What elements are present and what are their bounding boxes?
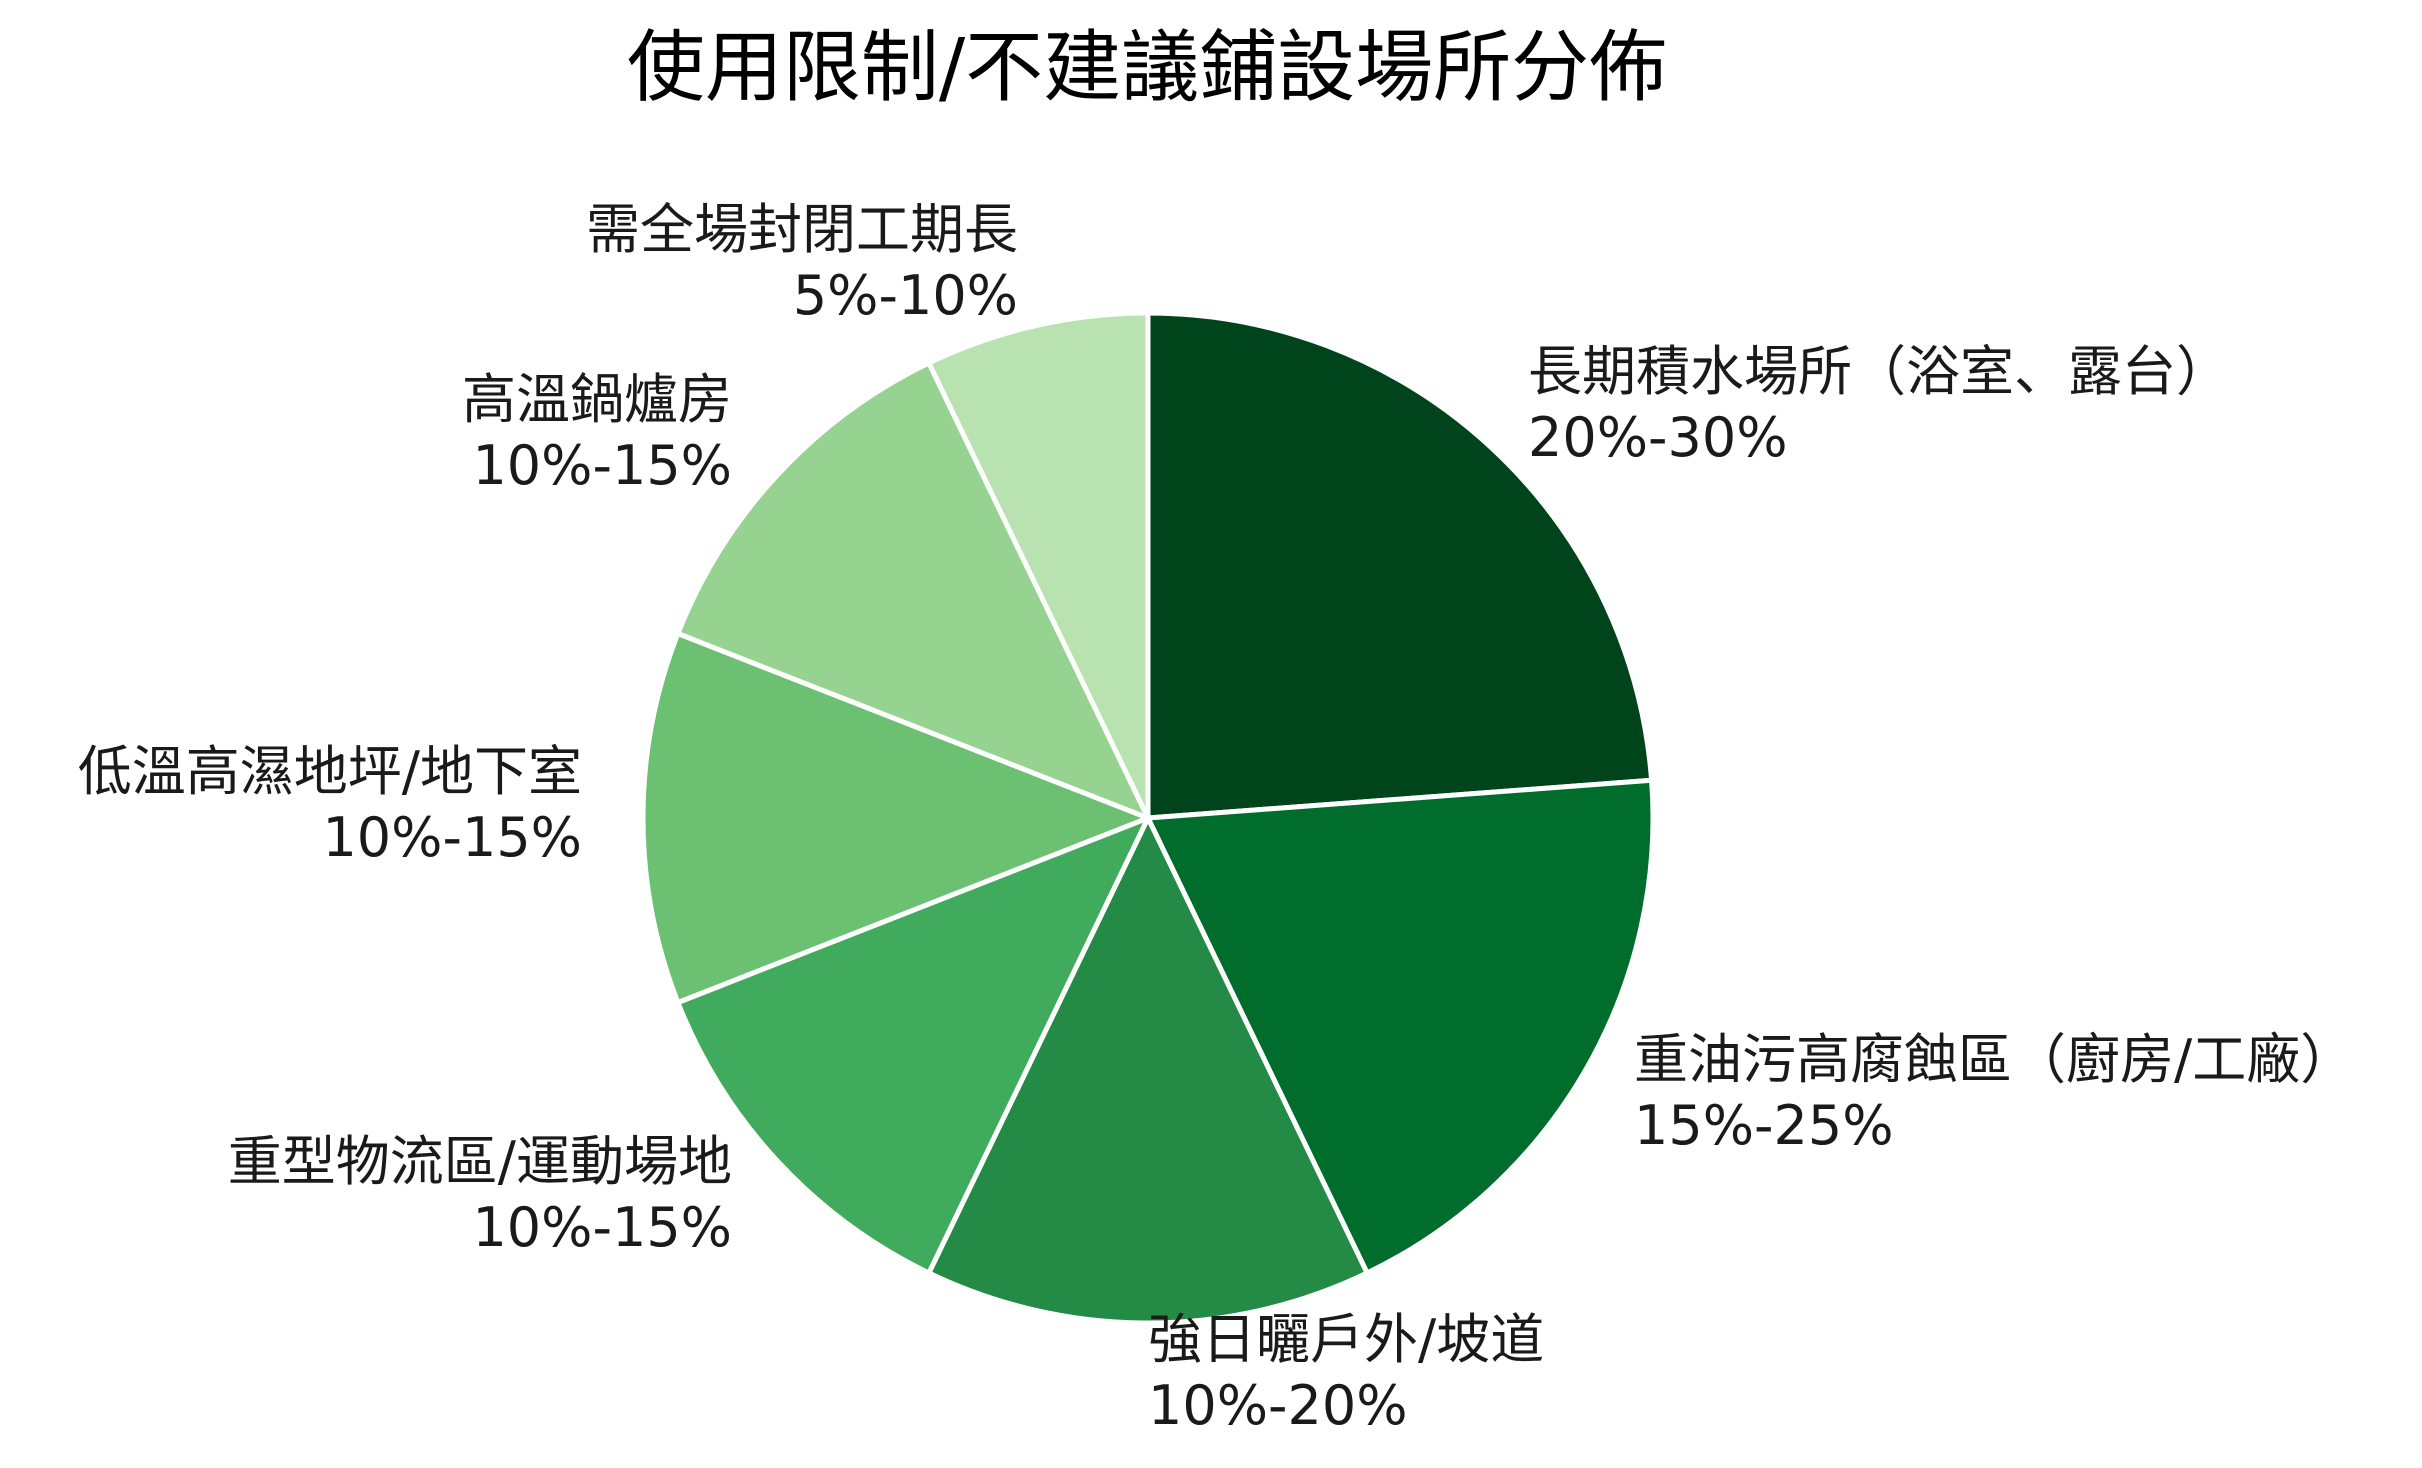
pie-slice-4 (675, 815, 1151, 1276)
slice-label-7: 需全場封閉工期長 (586, 198, 1018, 261)
slice-range-7: 5%-10% (793, 264, 1018, 327)
chart-title: 使用限制/不建議鋪設場所分佈 (627, 23, 1667, 113)
slice-label-5: 低溫高濕地坪/地下室 (78, 740, 582, 803)
pie-slice-3 (926, 815, 1370, 1326)
pie-slice-1 (1145, 310, 1655, 821)
pie-slice-2 (1145, 777, 1656, 1276)
pie-slice-7 (926, 310, 1151, 821)
pie-slices (640, 310, 1656, 1326)
slice-range-1: 20%-30% (1528, 406, 1788, 469)
pie-slice-6 (675, 360, 1151, 821)
slice-label-4: 重型物流區/運動場地 (228, 1130, 732, 1193)
slice-label-3: 強日曬戶外/坡道 (1148, 1308, 1544, 1371)
slice-label-6: 高溫鍋爐房 (462, 368, 732, 431)
slice-labels: 長期積水場所（浴室、露台）20%-30% 重油污高腐蝕區（廚房/工廠）15%-25… (78, 198, 2354, 1437)
slice-label-1: 長期積水場所（浴室、露台） (1528, 340, 2230, 403)
slice-range-4: 10%-15% (472, 1196, 732, 1259)
slice-label-2: 重油污高腐蝕區（廚房/工廠） (1634, 1028, 2354, 1091)
pie-slice-5 (640, 631, 1151, 1005)
slice-range-5: 10%-15% (322, 806, 582, 869)
slice-range-6: 10%-15% (472, 434, 732, 497)
slice-range-3: 10%-20% (1148, 1374, 1408, 1437)
slice-range-2: 15%-25% (1634, 1094, 1894, 1157)
